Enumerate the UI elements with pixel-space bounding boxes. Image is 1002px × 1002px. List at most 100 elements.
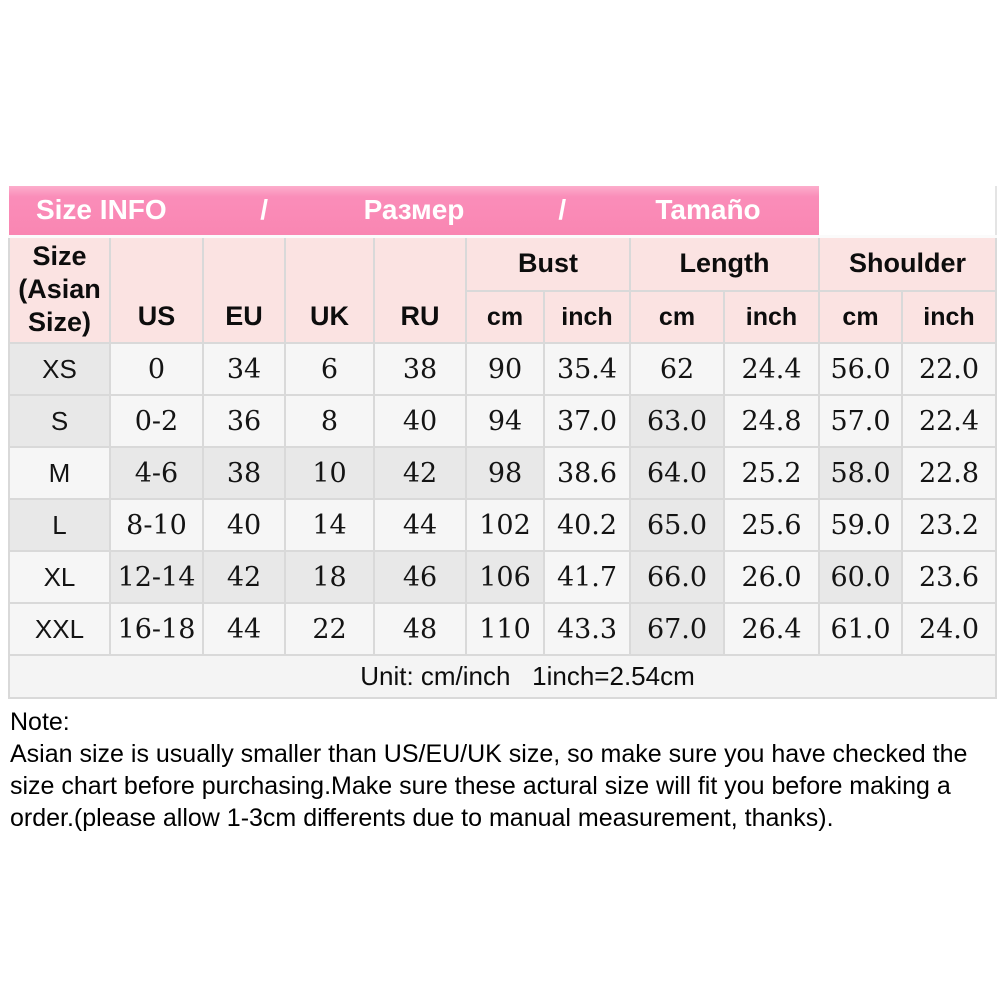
size-cell: XL	[8, 550, 111, 604]
note-line-3: order.(please allow 1-3cm differents due…	[10, 804, 834, 832]
data-cell: 22.0	[901, 342, 997, 396]
data-cell: 66.0	[629, 550, 725, 604]
banner-slash-1: /	[260, 194, 269, 226]
data-cell: 26.0	[723, 550, 820, 604]
table-row: L 8-10 40 14 44 102 40.2 65.0 25.6 59.0 23.2	[8, 498, 997, 552]
data-cell: 94	[465, 394, 545, 448]
note-block: Note: Asian size is usually smaller than…	[10, 706, 998, 834]
size-cell: XXL	[8, 602, 111, 656]
data-cell: 40.2	[543, 498, 631, 552]
bust-group-header: Bust	[465, 235, 631, 292]
uk-column-header: UK	[284, 235, 375, 344]
data-cell: 22.4	[901, 394, 997, 448]
data-cell: 60.0	[818, 550, 903, 604]
header-row-groups: Size (Asian Size) US EU UK RU Bust Lengt…	[8, 235, 997, 344]
data-cell: 34	[202, 342, 286, 396]
data-cell: 22.8	[901, 446, 997, 500]
data-cell: 18	[284, 550, 375, 604]
bust-inch-header: inch	[543, 290, 631, 344]
data-cell: 42	[373, 446, 467, 500]
note-line-2: size chart before purchasing.Make sure t…	[10, 772, 951, 800]
size-cell: S	[8, 394, 111, 448]
table-row: S 0-2 36 8 40 94 37.0 63.0 24.8 57.0 22.4	[8, 394, 997, 448]
data-cell: 16-18	[109, 602, 204, 656]
data-cell: 56.0	[818, 342, 903, 396]
shoulder-inch-header: inch	[901, 290, 997, 344]
data-cell: 37.0	[543, 394, 631, 448]
data-cell: 10	[284, 446, 375, 500]
table-row: XL 12-14 42 18 46 106 41.7 66.0 26.0 60.0 23.6	[8, 550, 997, 604]
banner-slash-2: /	[558, 194, 567, 226]
header-row-units: cm inch cm inch cm inch	[9, 290, 997, 344]
size-column-header: Size (Asian Size)	[8, 235, 111, 344]
shoulder-cm-header: cm	[818, 290, 903, 344]
size-chart-table: Size INFO / Размер / Tamaño Size (Asian …	[8, 186, 997, 699]
data-cell: 6	[284, 342, 375, 396]
data-cell: 36	[202, 394, 286, 448]
banner-label-en: Size INFO	[35, 194, 167, 226]
data-cell: 40	[202, 498, 286, 552]
note-title: Note:	[10, 708, 70, 736]
data-cell: 38.6	[543, 446, 631, 500]
data-cell: 26.4	[723, 602, 820, 656]
unit-note: Unit: cm/inch 1inch=2.54cm	[8, 654, 997, 699]
data-cell: 98	[465, 446, 545, 500]
size-rows: XS 0 34 6 38 90 35.4 62 24.4 56.0 22.0 S 0-2 36 8 40 94 3…	[8, 342, 997, 656]
data-cell: 106	[465, 550, 545, 604]
data-cell: 44	[373, 498, 467, 552]
data-cell: 58.0	[818, 446, 903, 500]
bust-cm-header: cm	[465, 290, 545, 344]
table-row: XS 0 34 6 38 90 35.4 62 24.4 56.0 22.0	[8, 342, 997, 396]
data-cell: 43.3	[543, 602, 631, 656]
data-cell: 41.7	[543, 550, 631, 604]
data-cell: 24.4	[723, 342, 820, 396]
note-line-1: Asian size is usually smaller than US/EU…	[10, 740, 968, 768]
size-header-line-1: Size	[32, 241, 87, 272]
data-cell: 44	[202, 602, 286, 656]
data-cell: 4-6	[109, 446, 204, 500]
length-cm-header: cm	[629, 290, 725, 344]
data-cell: 23.6	[901, 550, 997, 604]
data-cell: 64.0	[629, 446, 725, 500]
data-cell: 22	[284, 602, 375, 656]
data-cell: 65.0	[629, 498, 725, 552]
data-cell: 8	[284, 394, 375, 448]
size-cell: XS	[8, 342, 111, 396]
data-cell: 90	[465, 342, 545, 396]
data-cell: 25.2	[723, 446, 820, 500]
length-inch-header: inch	[723, 290, 820, 344]
banner-label-es: Tamaño	[655, 194, 761, 226]
unit-row: Unit: cm/inch 1inch=2.54cm	[8, 654, 997, 699]
banner-label-ru: Размер	[363, 194, 465, 226]
us-column-header: US	[109, 235, 204, 344]
data-cell: 14	[284, 498, 375, 552]
data-cell: 24.0	[901, 602, 997, 656]
data-cell: 57.0	[818, 394, 903, 448]
data-cell: 42	[202, 550, 286, 604]
data-cell: 59.0	[818, 498, 903, 552]
size-chart: Size INFO / Размер / Tamaño Size (Asian …	[8, 186, 997, 699]
banner-empty-cell	[819, 186, 997, 238]
data-cell: 24.8	[723, 394, 820, 448]
size-header-line-2: (Asian	[18, 274, 101, 305]
size-info-banner: Size INFO / Размер / Tamaño	[9, 186, 819, 238]
table-row: XXL 16-18 44 22 48 110 43.3 67.0 26.4 61.0 24.0	[8, 602, 997, 656]
length-group-header: Length	[629, 235, 820, 292]
data-cell: 63.0	[629, 394, 725, 448]
data-cell: 67.0	[629, 602, 725, 656]
data-cell: 0-2	[109, 394, 204, 448]
eu-column-header: EU	[202, 235, 286, 344]
data-cell: 38	[202, 446, 286, 500]
size-cell: L	[8, 498, 111, 552]
data-cell: 25.6	[723, 498, 820, 552]
data-cell: 12-14	[109, 550, 204, 604]
data-cell: 40	[373, 394, 467, 448]
data-cell: 110	[465, 602, 545, 656]
size-header-line-3: Size)	[27, 307, 92, 338]
data-cell: 0	[109, 342, 204, 396]
data-cell: 46	[373, 550, 467, 604]
data-cell: 35.4	[543, 342, 631, 396]
data-cell: 38	[373, 342, 467, 396]
data-cell: 23.2	[901, 498, 997, 552]
